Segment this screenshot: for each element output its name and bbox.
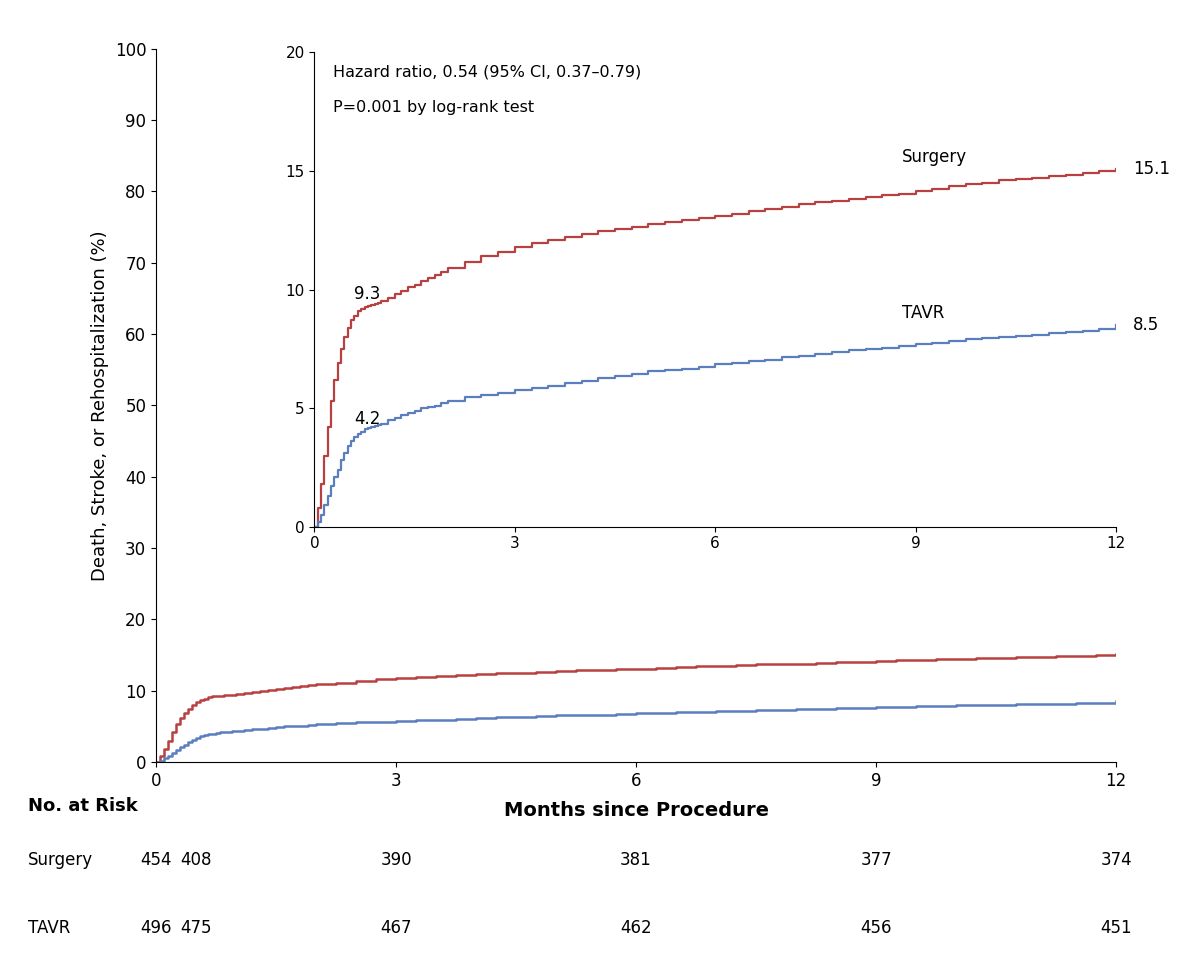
X-axis label: Months since Procedure: Months since Procedure bbox=[504, 801, 768, 820]
Text: No. at Risk: No. at Risk bbox=[28, 797, 138, 815]
Text: 462: 462 bbox=[620, 919, 652, 937]
Text: 467: 467 bbox=[380, 919, 412, 937]
Text: 374: 374 bbox=[1100, 851, 1132, 869]
Text: 456: 456 bbox=[860, 919, 892, 937]
Text: Surgery: Surgery bbox=[28, 851, 94, 869]
Y-axis label: Death, Stroke, or Rehospitalization (%): Death, Stroke, or Rehospitalization (%) bbox=[91, 231, 109, 580]
Text: 377: 377 bbox=[860, 851, 892, 869]
Text: 408: 408 bbox=[180, 851, 211, 869]
Text: 475: 475 bbox=[180, 919, 211, 937]
Text: 381: 381 bbox=[620, 851, 652, 869]
Text: 496: 496 bbox=[140, 919, 172, 937]
Text: 451: 451 bbox=[1100, 919, 1132, 937]
Text: 454: 454 bbox=[140, 851, 172, 869]
Text: TAVR: TAVR bbox=[28, 919, 71, 937]
Text: 390: 390 bbox=[380, 851, 412, 869]
